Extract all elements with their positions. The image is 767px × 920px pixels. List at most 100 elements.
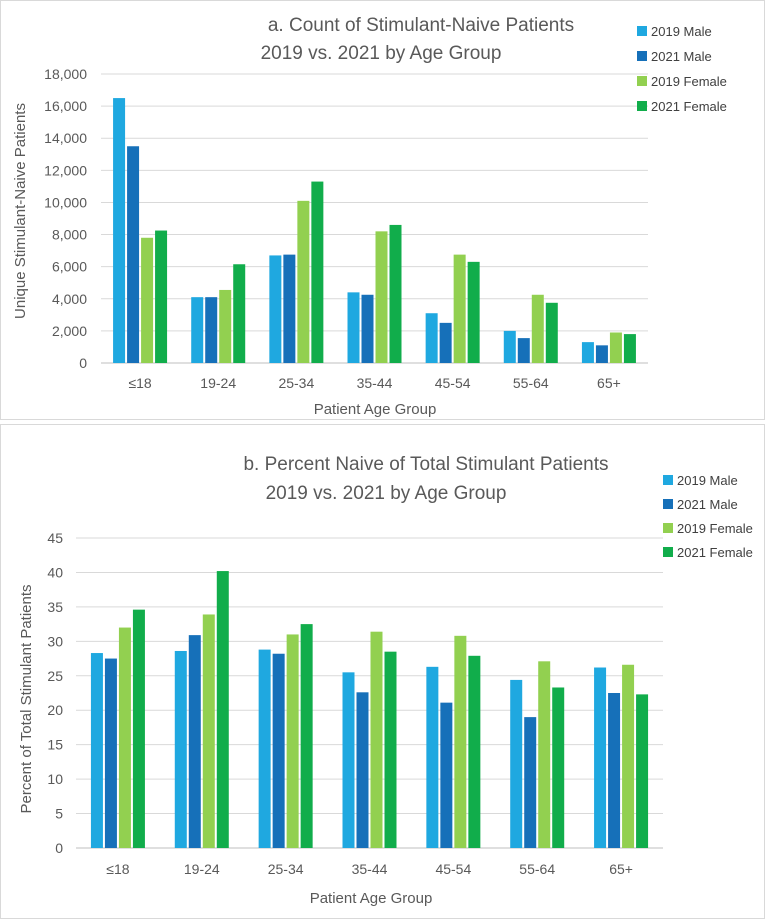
chart-b-x-tick-label: 19-24 [184, 861, 220, 877]
chart-a-bar [219, 289, 232, 363]
chart-a-bar [503, 330, 516, 363]
chart-b-bar [258, 649, 271, 848]
chart-a-bar [127, 146, 140, 363]
chart-b-title-line1: b. Percent Naive of Total Stimulant Pati… [243, 454, 608, 475]
chart-a-bar [141, 237, 154, 363]
chart-a-bar [453, 254, 466, 363]
chart-panel-b: b. Percent Naive of Total Stimulant Pati… [0, 424, 765, 919]
chart-a-bar [205, 297, 218, 363]
chart-a-bar [347, 292, 360, 363]
chart-a-x-tick-label: ≤18 [128, 375, 151, 391]
chart-a-y-tick-label: 10,000 [44, 194, 87, 210]
chart-b-gridlines [76, 537, 663, 849]
chart-a-svg: a. Count of Stimulant-Naive Patients 201… [12, 15, 727, 418]
chart-a-y-tick-label: 0 [79, 355, 87, 371]
chart-a-x-axis-title: Patient Age Group [314, 401, 437, 418]
chart-a-legend-label: 2021 Female [651, 99, 727, 114]
chart-a-bar [269, 255, 282, 363]
chart-b-bars [90, 571, 649, 848]
chart-b-legend-label: 2019 Male [677, 473, 738, 488]
chart-b-bar [300, 624, 313, 848]
chart-a-bar [623, 334, 636, 363]
chart-a-bar [609, 332, 622, 363]
chart-b-bar [468, 655, 481, 848]
chart-b-x-ticks: ≤18 19-24 25-34 35-44 45-54 55-64 65+ [106, 861, 633, 877]
chart-b-svg: b. Percent Naive of Total Stimulant Pati… [18, 454, 753, 907]
chart-b-legend-label: 2021 Male [677, 497, 738, 512]
chart-b-y-tick-label: 20 [47, 702, 63, 718]
chart-a-legend-swatch [637, 51, 647, 61]
chart-b-bar [370, 631, 383, 848]
chart-b-y-tick-label: 40 [47, 564, 63, 580]
chart-b-x-tick-label: ≤18 [106, 861, 129, 877]
chart-b-bar [286, 634, 299, 848]
chart-b-legend: 2019 Male 2021 Male 2019 Female 2021 Female [663, 473, 753, 560]
chart-a-bar [467, 261, 480, 363]
chart-a-bar [311, 181, 324, 363]
chart-b-bar [272, 653, 285, 848]
chart-panel-a: a. Count of Stimulant-Naive Patients 201… [0, 0, 765, 420]
chart-b-bar [188, 635, 201, 848]
chart-b-bar [342, 672, 355, 848]
chart-a-legend-label: 2019 Female [651, 74, 727, 89]
chart-a-gridlines [101, 73, 648, 364]
chart-b-bar [440, 702, 453, 848]
chart-b-y-tick-label: 30 [47, 633, 63, 649]
chart-b-bar [608, 693, 621, 848]
chart-a-bar [191, 297, 204, 363]
chart-b-bar [216, 571, 229, 848]
chart-a-x-tick-label: 45-54 [435, 375, 471, 391]
chart-a-bar [531, 294, 544, 363]
chart-a-x-tick-label: 35-44 [357, 375, 393, 391]
chart-a-title-line2: 2019 vs. 2021 by Age Group [261, 43, 502, 64]
chart-b-bar [524, 717, 537, 848]
chart-a-bar [425, 313, 438, 363]
chart-b-bar [132, 609, 145, 848]
chart-b-y-tick-label: 25 [47, 668, 63, 684]
chart-a-bar [113, 98, 126, 363]
chart-b-x-tick-label: 55-64 [519, 861, 555, 877]
chart-b-legend-label: 2019 Female [677, 521, 753, 536]
chart-b-x-tick-label: 45-54 [435, 861, 471, 877]
chart-a-x-ticks: ≤18 19-24 25-34 35-44 45-54 55-64 65+ [128, 375, 620, 391]
chart-b-x-tick-label: 65+ [609, 861, 633, 877]
chart-b-bar [90, 653, 103, 848]
chart-a-bar [233, 264, 246, 363]
chart-b-y-tick-label: 5 [55, 806, 63, 822]
chart-a-bar [283, 254, 296, 363]
chart-b-bar [356, 692, 369, 848]
chart-a-x-tick-label: 19-24 [200, 375, 236, 391]
chart-a-x-tick-label: 65+ [597, 375, 621, 391]
chart-a-bars [113, 98, 636, 363]
chart-b-y-tick-label: 45 [47, 530, 63, 546]
chart-b-bar [594, 667, 607, 848]
chart-a-bar [389, 224, 402, 363]
chart-b-title-line2: 2019 vs. 2021 by Age Group [266, 483, 507, 504]
chart-a-bar [545, 302, 558, 363]
chart-a-bar [595, 345, 608, 363]
chart-a-y-tick-label: 6,000 [52, 259, 87, 275]
chart-a-legend: 2019 Male 2021 Male 2019 Female 2021 Female [637, 24, 727, 114]
chart-a-legend-swatch [637, 101, 647, 111]
chart-a-y-axis-title: Unique Stimulant-Naive Patients [12, 103, 29, 319]
chart-a-legend-label: 2021 Male [651, 49, 712, 64]
chart-b-y-tick-label: 15 [47, 737, 63, 753]
chart-b-y-tick-label: 10 [47, 771, 63, 787]
chart-a-y-tick-label: 12,000 [44, 162, 87, 178]
chart-a-bar [297, 200, 310, 363]
chart-a-y-tick-label: 18,000 [44, 66, 87, 82]
chart-b-bar [538, 661, 551, 848]
chart-a-y-tick-label: 16,000 [44, 98, 87, 114]
chart-b-y-ticks: 0 5 10 15 20 25 30 35 40 45 [47, 530, 63, 856]
chart-a-legend-swatch [637, 76, 647, 86]
chart-b-legend-label: 2021 Female [677, 545, 753, 560]
chart-a-bar [155, 230, 168, 363]
chart-a-legend-label: 2019 Male [651, 24, 712, 39]
chart-b-y-tick-label: 35 [47, 599, 63, 615]
chart-b-x-tick-label: 35-44 [352, 861, 388, 877]
chart-a-y-tick-label: 8,000 [52, 227, 87, 243]
chart-b-bar [636, 694, 649, 848]
chart-a-bar [361, 294, 374, 363]
chart-b-y-tick-label: 0 [55, 840, 63, 856]
chart-b-y-axis-title: Percent of Total Stimulant Patients [18, 584, 35, 813]
